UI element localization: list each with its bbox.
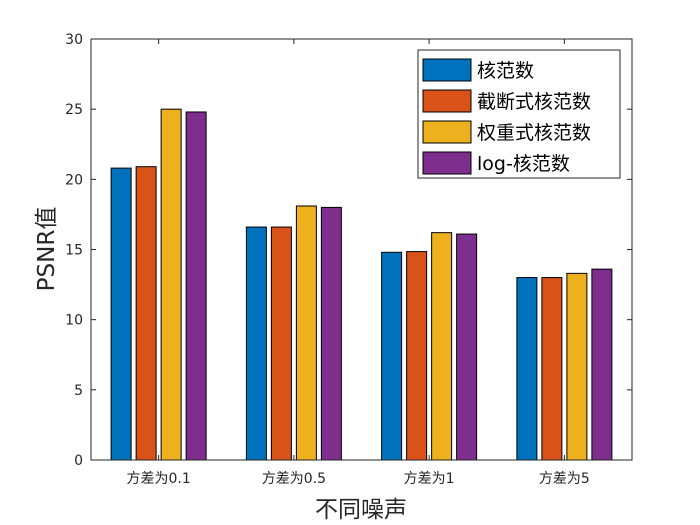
bar (320, 206, 342, 461)
bar (431, 232, 453, 461)
x-axis-title: 不同噪声 (315, 497, 407, 523)
y-axis-title: PSNR值 (34, 207, 60, 292)
bar (160, 108, 182, 461)
bar (245, 226, 267, 461)
bar (185, 111, 207, 461)
legend-swatch (422, 58, 472, 82)
x-tick-label: 方差为5 (539, 471, 590, 487)
bar (381, 251, 403, 461)
y-tick-labels: 0 5 10 15 20 25 30 (65, 32, 83, 469)
legend-swatch (422, 89, 472, 113)
legend-label: log-核范数 (477, 153, 570, 175)
bar (516, 277, 538, 461)
legend-swatch (422, 120, 472, 144)
legend-label: 核范数 (477, 60, 534, 82)
bar (135, 166, 157, 461)
y-tick-label: 20 (65, 172, 83, 188)
bar (456, 233, 478, 461)
y-tick-label: 30 (65, 32, 83, 48)
legend-label: 权重式核范数 (477, 122, 591, 144)
bar (406, 251, 428, 461)
x-tick-label: 方差为0.1 (126, 471, 190, 487)
bar (591, 268, 613, 461)
y-tick-label: 0 (74, 453, 83, 469)
bar (110, 167, 132, 461)
y-tick-label: 25 (65, 102, 83, 118)
bar (295, 205, 317, 461)
x-tick-labels: 方差为0.1 方差为0.5 方差为1 方差为5 (126, 471, 589, 487)
y-tick-label: 5 (74, 383, 83, 399)
legend-swatch (422, 151, 472, 175)
bar (541, 277, 563, 461)
x-tick-label: 方差为0.5 (262, 471, 326, 487)
bar (566, 272, 588, 461)
legend-label: 截断式核范数 (477, 91, 591, 113)
bar (270, 226, 292, 461)
axes-group (90, 38, 633, 461)
y-tick-label: 10 (65, 313, 83, 329)
y-tick-label: 15 (65, 243, 83, 259)
x-tick-label: 方差为1 (404, 471, 455, 487)
bars-group (110, 108, 613, 461)
